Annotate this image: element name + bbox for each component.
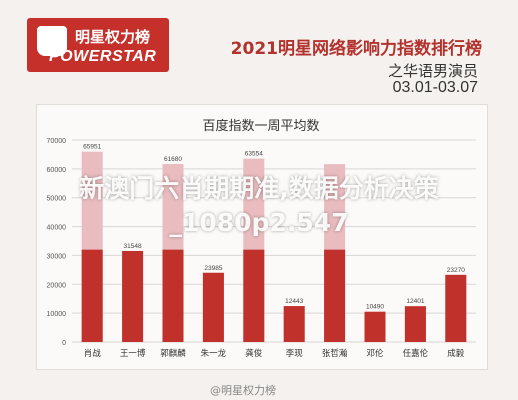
bar-base-segment (283, 306, 305, 342)
bar-base-segment (162, 249, 184, 342)
bar-base-segment (202, 272, 224, 342)
chart-title: 百度指数一周平均数 (202, 118, 319, 134)
data-label: 63554 (245, 151, 263, 158)
bar-base-segment (81, 249, 103, 342)
data-label: 31548 (124, 243, 142, 250)
x-tick-label: 肖战 (84, 348, 102, 359)
bar-base-segment (364, 311, 386, 342)
data-label: 61680 (164, 156, 182, 163)
data-label: 23985 (204, 265, 222, 272)
x-tick-label: 邓伦 (366, 348, 384, 359)
x-tick-label: 张哲瀚 (322, 348, 348, 359)
x-tick-label: 龚俊 (245, 348, 263, 359)
page-title: 2021明星网络影响力指数排行榜 (230, 39, 482, 59)
y-tick-label: 20000 (47, 282, 67, 289)
brand-name-cn: 明星权力榜 (75, 28, 151, 46)
data-label: 12443 (285, 298, 303, 305)
y-tick-label: 60000 (47, 167, 67, 174)
bar-base-segment (445, 274, 467, 342)
page-subtitle: 之华语男演员 (387, 62, 478, 80)
fist-icon (37, 26, 67, 56)
image-credit: @明星权力榜 (210, 384, 276, 397)
data-label: 23270 (447, 267, 465, 274)
brand-logo: 明星权力榜 POWERSTAR (27, 18, 169, 72)
y-tick-label: 10000 (47, 311, 67, 318)
data-label: 10490 (366, 304, 384, 311)
y-tick-label: 40000 (47, 225, 67, 232)
y-tick-label: 30000 (47, 253, 67, 260)
bar-chart: 百度指数一周平均数 0 10000 20000 30000 40000 50000 6000… (47, 118, 476, 359)
x-tick-label: 任嘉伦 (403, 348, 429, 359)
data-label: 65951 (83, 144, 101, 151)
bar-base-segment (243, 249, 265, 342)
y-tick-label: 50000 (47, 196, 67, 203)
y-tick-label: 0 (62, 340, 66, 347)
x-tick-label: 成毅 (447, 348, 465, 359)
bar-base-segment (324, 249, 346, 342)
overlay-watermark: 新澳门六肖期期准,数据分析决策 _1080p2.547 (0, 172, 518, 240)
bar-base-segment (404, 306, 426, 342)
x-tick-label: 朱一龙 (201, 348, 227, 359)
x-tick-label: 王一博 (120, 348, 146, 359)
x-tick-label: 郭麒麟 (160, 348, 186, 359)
y-tick-label: 70000 (47, 138, 67, 145)
data-label: 12401 (406, 298, 424, 305)
watermark-line-1: 新澳门六肖期期准,数据分析决策 (79, 174, 439, 203)
watermark-line-2: _1080p2.547 (169, 207, 349, 237)
x-tick-label: 李现 (286, 348, 304, 359)
bar-base-segment (122, 250, 144, 342)
brand-name-en: POWERSTAR (49, 48, 157, 65)
date-range: 03.01-03.07 (392, 79, 478, 96)
